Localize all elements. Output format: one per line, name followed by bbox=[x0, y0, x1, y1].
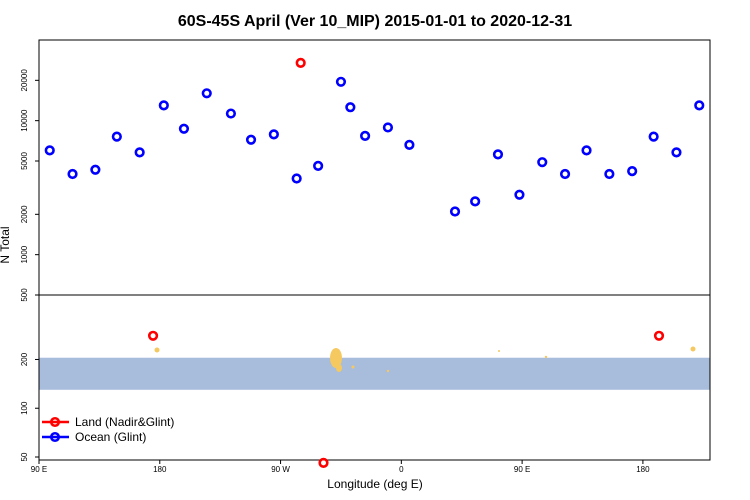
land-south-america-tip bbox=[330, 348, 342, 368]
ocean-point-26 bbox=[627, 166, 638, 177]
x-tick-label-4: 90 E bbox=[514, 465, 530, 474]
x-axis-label: Longitude (deg E) bbox=[327, 477, 422, 491]
ocean-point-17 bbox=[404, 139, 415, 150]
legend-label-ocean: Ocean (Glint) bbox=[75, 430, 146, 444]
ocean-point-10 bbox=[268, 129, 279, 140]
chart-title: 60S-45S April (Ver 10_MIP) 2015-01-01 to… bbox=[178, 13, 572, 30]
ocean-point-3 bbox=[111, 131, 122, 142]
ocean-point-2 bbox=[90, 164, 101, 175]
ocean-point-16 bbox=[382, 122, 394, 133]
ocean-point-12 bbox=[313, 160, 324, 171]
ocean-point-7 bbox=[201, 88, 212, 99]
legend-marker-ocean bbox=[49, 431, 61, 443]
y-tick-label-6: 5000 bbox=[20, 152, 29, 170]
ocean-point-23 bbox=[559, 168, 571, 180]
land-point-0 bbox=[147, 330, 159, 341]
ocean-point-19 bbox=[470, 196, 481, 207]
y-tick-label-0: 50 bbox=[20, 452, 29, 461]
ocean-point-11 bbox=[291, 173, 302, 184]
y-tick-label-8: 20000 bbox=[20, 69, 29, 92]
land-islet-2 bbox=[690, 346, 696, 352]
land-islet-4 bbox=[386, 369, 390, 373]
ocean-point-21 bbox=[514, 189, 525, 200]
land-point-3 bbox=[653, 330, 665, 341]
x-tick-label-3: 0 bbox=[399, 465, 404, 474]
legend-label-land: Land (Nadir&Glint) bbox=[75, 415, 174, 429]
ocean-point-1 bbox=[67, 168, 78, 180]
land-islet-5 bbox=[544, 355, 548, 359]
y-tick-label-4: 1000 bbox=[20, 245, 29, 263]
land-islet-3 bbox=[351, 365, 355, 369]
land-islet-6 bbox=[498, 350, 500, 352]
series-points bbox=[44, 57, 705, 468]
ocean-point-29 bbox=[694, 100, 705, 111]
ocean-point-5 bbox=[158, 100, 169, 111]
region-band bbox=[39, 357, 710, 390]
x-tick-label-1: 180 bbox=[153, 465, 167, 474]
ocean-point-28 bbox=[671, 147, 682, 158]
y-tick-label-7: 10000 bbox=[20, 109, 29, 132]
ocean-point-27 bbox=[648, 131, 659, 142]
x-tick-label-2: 90 W bbox=[271, 465, 290, 474]
y-axis: 50 100 200 500 1000 2000 5000 10000 20000 bbox=[20, 69, 39, 461]
ocean-point-8 bbox=[225, 108, 237, 119]
plot-frame bbox=[38, 39, 711, 461]
x-tick-label-5: 180 bbox=[636, 465, 650, 474]
land-point-2 bbox=[318, 457, 329, 468]
ocean-point-13 bbox=[335, 76, 347, 87]
ocean-point-25 bbox=[604, 168, 615, 180]
y-tick-label-3: 500 bbox=[20, 288, 29, 302]
legend-marker-land bbox=[49, 416, 61, 428]
x-axis: 90 E 180 90 W 0 90 E 180 bbox=[31, 460, 650, 474]
ocean-point-6 bbox=[178, 123, 190, 134]
ocean-point-18 bbox=[449, 206, 461, 217]
y-axis-label: N Total bbox=[0, 226, 12, 263]
ocean-point-0 bbox=[44, 145, 55, 156]
y-tick-label-1: 100 bbox=[20, 401, 29, 415]
land-south-america-tip-2 bbox=[336, 364, 342, 372]
x-tick-label-0: 90 E bbox=[31, 465, 47, 474]
y-tick-label-5: 2000 bbox=[20, 205, 29, 223]
land-islet-1 bbox=[154, 347, 160, 353]
ocean-point-4 bbox=[134, 147, 145, 158]
ocean-point-22 bbox=[537, 157, 548, 168]
legend: Land (Nadir&Glint) Ocean (Glint) bbox=[42, 415, 174, 444]
ocean-point-15 bbox=[360, 130, 371, 141]
ocean-point-14 bbox=[345, 102, 356, 113]
ocean-point-24 bbox=[581, 145, 592, 156]
land-point-1 bbox=[295, 57, 306, 68]
land-features bbox=[154, 346, 696, 373]
y-tick-label-2: 200 bbox=[20, 352, 29, 366]
ocean-point-9 bbox=[245, 134, 257, 145]
ocean-point-20 bbox=[492, 149, 504, 160]
